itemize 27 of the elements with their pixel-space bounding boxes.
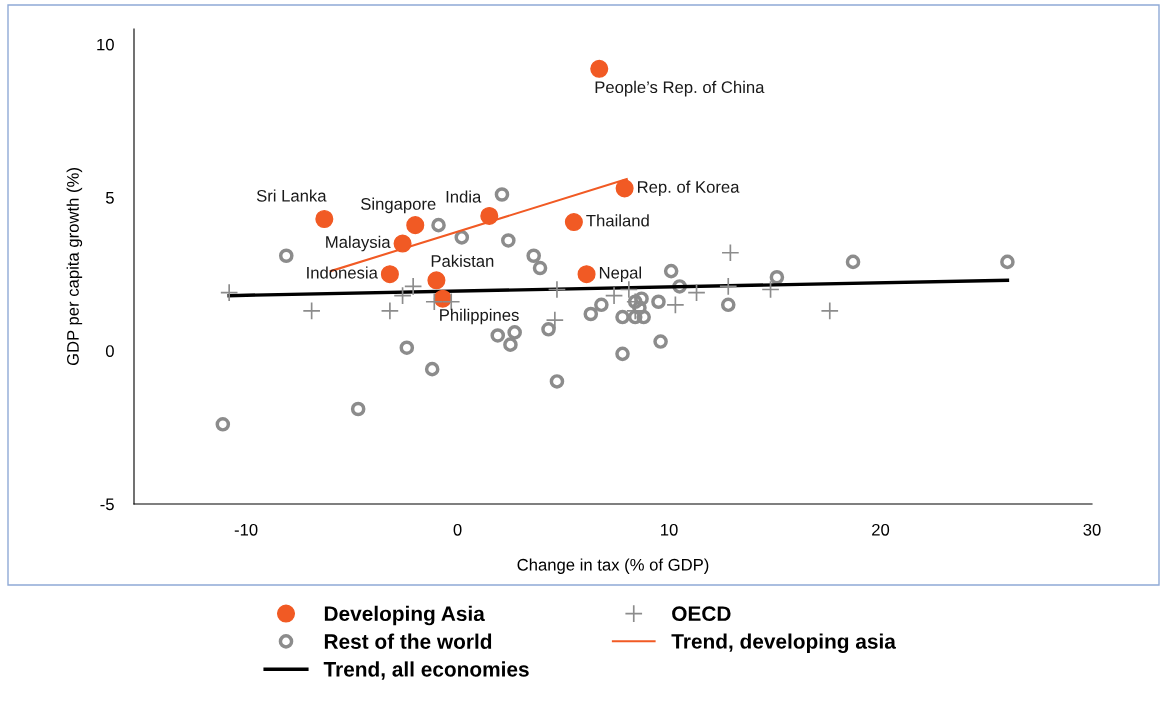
annotation: Thailand (586, 214, 649, 227)
annotation: Philippines (440, 308, 519, 325)
annotation: Rep. of Korea (638, 180, 740, 197)
x-tick-label: -10 (234, 523, 258, 536)
legend-label: Developing Asia (324, 605, 485, 626)
x-axis-title: Change in tax (% of GDP) (517, 558, 709, 574)
annotation: People’s Rep. of China (595, 80, 765, 97)
annotation: Pakistan (431, 254, 494, 267)
x-tick-label: 10 (661, 523, 678, 536)
y-tick-label: 5 (105, 192, 114, 204)
annotation: Malaysia (326, 235, 391, 252)
annotation: Nepal (599, 266, 641, 282)
y-axis-title: GDP per capita growth (%) (66, 168, 83, 366)
y-tick-label: -5 (100, 498, 114, 511)
y-tick-label: 10 (97, 38, 114, 51)
x-tick-label: 30 (1083, 523, 1101, 536)
annotation: Sri Lanka (256, 189, 327, 202)
annotation: India (446, 190, 482, 203)
annotation: Singapore (361, 197, 436, 214)
y-tick-label: 0 (105, 345, 114, 357)
x-tick-label: 20 (872, 523, 890, 536)
legend-label: OECD (672, 606, 731, 622)
annotation: Indonesia (307, 266, 378, 279)
legend-label: Trend, developing asia (671, 633, 896, 654)
legend-label: Rest of the world (324, 633, 492, 649)
legend-label: Trend, all economies (323, 661, 529, 680)
x-tick-label: 0 (453, 523, 462, 536)
